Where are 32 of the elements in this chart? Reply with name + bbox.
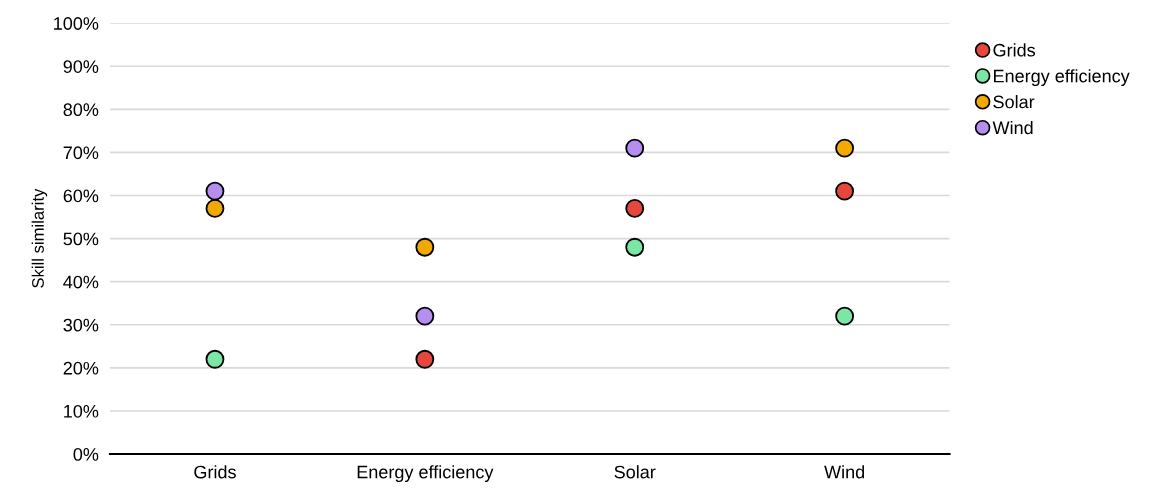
y-tick-label: 10% xyxy=(64,404,99,418)
point xyxy=(625,199,645,218)
legend-label: Solar xyxy=(993,95,1035,109)
legend-label: Wind xyxy=(992,120,1033,135)
y-tick-label: 70% xyxy=(63,146,99,160)
x-tick-label: Solar xyxy=(614,465,656,479)
point xyxy=(415,237,435,257)
y-tick-label: 40% xyxy=(63,275,99,289)
point xyxy=(205,199,225,218)
point xyxy=(205,181,225,201)
x-tick-label: Energy efficiency xyxy=(357,465,494,482)
point xyxy=(835,306,855,326)
y-axis-title: Skill similarity xyxy=(31,188,48,288)
point xyxy=(835,181,855,201)
legend-label: Grids xyxy=(993,43,1036,57)
y-tick-label: 50% xyxy=(63,232,99,246)
y-tick-label: 0% xyxy=(73,447,99,461)
y-tick-label: 100% xyxy=(54,17,99,30)
y-tick-label: 30% xyxy=(63,318,99,332)
y-tick-label: 90% xyxy=(63,60,99,73)
x-tick-label: Grids xyxy=(194,465,236,479)
x-tick-label: Wind xyxy=(824,465,865,479)
point xyxy=(205,349,225,369)
point xyxy=(415,349,435,369)
legend-label: Energy efficiency xyxy=(994,69,1130,87)
point xyxy=(625,237,645,257)
point xyxy=(415,306,435,326)
y-tick-label: 80% xyxy=(63,103,99,117)
point xyxy=(835,138,855,158)
point xyxy=(625,138,645,158)
y-tick-label: 60% xyxy=(63,189,99,203)
y-tick-label: 20% xyxy=(63,361,99,375)
